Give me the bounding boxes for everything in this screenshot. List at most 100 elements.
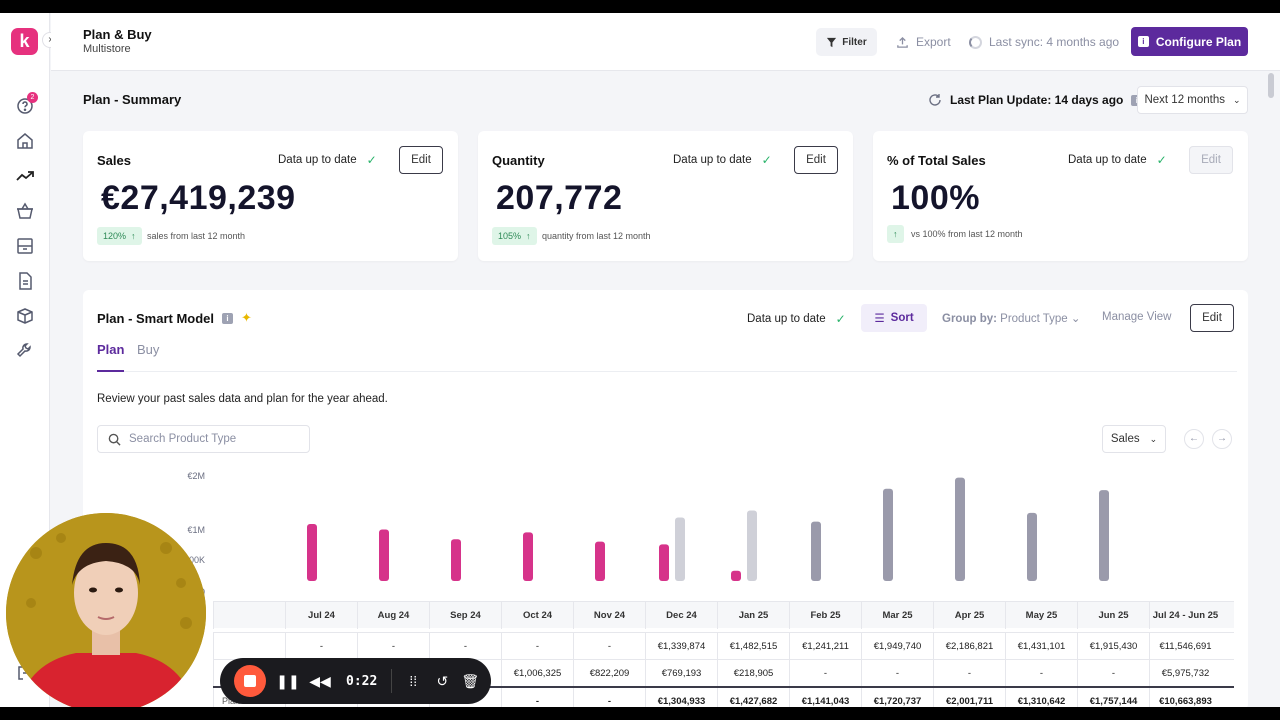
table-cell[interactable]: €1,915,430 bbox=[1077, 633, 1149, 660]
column-header[interactable]: May 25 bbox=[1005, 602, 1077, 629]
info-icon[interactable]: i bbox=[222, 312, 234, 324]
table-cell[interactable]: - bbox=[285, 633, 357, 660]
document-icon[interactable] bbox=[15, 271, 35, 291]
table-cell[interactable]: - bbox=[501, 688, 573, 707]
bar[interactable] bbox=[451, 539, 461, 581]
filter-label: Filter bbox=[842, 36, 867, 48]
table-cell[interactable]: €5,975,732 bbox=[1149, 660, 1221, 687]
table-cell[interactable]: €218,905 bbox=[717, 660, 789, 687]
sort-button[interactable]: ☰ Sort bbox=[861, 304, 927, 332]
help-icon[interactable] bbox=[15, 96, 35, 116]
table-cell[interactable]: €1,427,682 bbox=[717, 688, 789, 707]
basket-icon[interactable] bbox=[15, 201, 35, 221]
group-by-select[interactable]: Group by: Product Type ⌄ bbox=[942, 311, 1081, 325]
table-cell[interactable]: - bbox=[573, 633, 645, 660]
column-header[interactable]: Jul 24 bbox=[285, 602, 357, 629]
table-cell[interactable]: - bbox=[573, 688, 645, 707]
table-cell[interactable]: €11,546,691 bbox=[1149, 633, 1221, 660]
period-select[interactable]: Next 12 months ⌄ bbox=[1137, 86, 1248, 114]
app-logo[interactable]: k bbox=[11, 28, 38, 55]
column-header[interactable]: Mar 25 bbox=[861, 602, 933, 629]
table-cell[interactable]: €769,193 bbox=[645, 660, 717, 687]
bar[interactable] bbox=[379, 529, 389, 581]
tools-icon[interactable] bbox=[15, 341, 35, 361]
bar[interactable] bbox=[883, 488, 893, 581]
table-cell[interactable]: €1,006,325 bbox=[501, 660, 573, 687]
bar[interactable] bbox=[1027, 512, 1037, 581]
bar[interactable] bbox=[955, 477, 965, 581]
webcam-bubble[interactable] bbox=[6, 513, 206, 707]
card-note: sales from last 12 month bbox=[147, 231, 246, 241]
column-header[interactable]: Oct 24 bbox=[501, 602, 573, 629]
table-cell[interactable]: - bbox=[1005, 660, 1077, 687]
box-icon[interactable] bbox=[15, 306, 35, 326]
table-cell[interactable]: €1,241,211 bbox=[789, 633, 861, 660]
table-cell[interactable]: €1,949,740 bbox=[861, 633, 933, 660]
table-cell[interactable]: €1,339,874 bbox=[645, 633, 717, 660]
stop-recording-button[interactable] bbox=[234, 665, 266, 697]
status-label: Data up to date bbox=[747, 313, 826, 325]
next-arrow-icon[interactable]: → bbox=[1212, 429, 1232, 449]
restart-icon[interactable]: ↺ bbox=[436, 672, 449, 689]
bar[interactable] bbox=[811, 521, 821, 581]
table-cell[interactable]: €2,001,711 bbox=[933, 688, 1005, 707]
tab-plan[interactable]: Plan bbox=[97, 342, 125, 372]
table-cell[interactable]: - bbox=[933, 660, 1005, 687]
column-header[interactable]: Jan 25 bbox=[717, 602, 789, 629]
column-header[interactable]: Nov 24 bbox=[573, 602, 645, 629]
bar[interactable] bbox=[659, 544, 669, 581]
bar[interactable] bbox=[731, 570, 741, 581]
grid-icon[interactable]: ⁞⁞ bbox=[409, 673, 418, 689]
table-cell[interactable]: €10,663,893 bbox=[1149, 688, 1221, 707]
table-cell[interactable]: €1,141,043 bbox=[789, 688, 861, 707]
bar[interactable] bbox=[523, 532, 533, 581]
table-cell[interactable]: - bbox=[429, 633, 501, 660]
table-cell[interactable]: - bbox=[789, 660, 861, 687]
bar[interactable] bbox=[675, 517, 685, 581]
archive-icon[interactable] bbox=[15, 236, 35, 256]
table-cell[interactable]: €822,209 bbox=[573, 660, 645, 687]
tab-buy[interactable]: Buy bbox=[137, 342, 160, 357]
configure-plan-button[interactable]: i Configure Plan bbox=[1131, 27, 1248, 56]
y-tick-label: €2M bbox=[187, 471, 205, 481]
column-header[interactable]: Aug 24 bbox=[357, 602, 429, 629]
table-cell[interactable]: €1,757,144 bbox=[1077, 688, 1149, 707]
table-cell[interactable]: €1,482,515 bbox=[717, 633, 789, 660]
table-cell[interactable]: €1,304,933 bbox=[645, 688, 717, 707]
table-cell[interactable]: €2,186,821 bbox=[933, 633, 1005, 660]
column-header[interactable]: Sep 24 bbox=[429, 602, 501, 629]
column-header[interactable]: Apr 25 bbox=[933, 602, 1005, 629]
metric-select[interactable]: Sales ⌄ bbox=[1102, 425, 1166, 453]
column-header[interactable]: Dec 24 bbox=[645, 602, 717, 629]
export-button[interactable]: Export bbox=[896, 28, 951, 56]
bar[interactable] bbox=[747, 510, 757, 581]
manage-view-link[interactable]: Manage View bbox=[1102, 311, 1172, 323]
bar[interactable] bbox=[595, 541, 605, 581]
table-cell[interactable]: - bbox=[1077, 660, 1149, 687]
trend-icon[interactable] bbox=[15, 166, 35, 186]
column-header[interactable]: Jun 25 bbox=[1077, 602, 1149, 629]
table-cell[interactable]: - bbox=[501, 633, 573, 660]
scrollbar[interactable] bbox=[1268, 73, 1274, 98]
edit-button[interactable]: Edit bbox=[399, 146, 443, 174]
delete-icon[interactable]: 🗑 bbox=[461, 672, 480, 689]
table-cell[interactable]: - bbox=[861, 660, 933, 687]
column-header[interactable]: Jul 24 - Jun 25 bbox=[1149, 602, 1221, 629]
search-input[interactable]: Search Product Type bbox=[97, 425, 310, 453]
home-icon[interactable] bbox=[15, 131, 35, 151]
rewind-icon[interactable]: ◀◀ bbox=[309, 672, 331, 689]
bar[interactable] bbox=[1099, 490, 1109, 581]
prev-arrow-icon[interactable]: ← bbox=[1184, 429, 1204, 449]
refresh-icon[interactable] bbox=[928, 93, 942, 107]
bar[interactable] bbox=[307, 523, 317, 581]
edit-button[interactable]: Edit bbox=[1190, 304, 1234, 332]
pause-icon[interactable]: ❚❚ bbox=[276, 672, 300, 689]
table-cell[interactable]: - bbox=[357, 633, 429, 660]
table-cell[interactable]: €1,720,737 bbox=[861, 688, 933, 707]
column-header[interactable]: Feb 25 bbox=[789, 602, 861, 629]
table-cell[interactable]: €1,431,101 bbox=[1005, 633, 1077, 660]
table-cell[interactable]: €1,310,642 bbox=[1005, 688, 1077, 707]
edit-button[interactable]: Edit bbox=[794, 146, 838, 174]
filter-button[interactable]: Filter bbox=[816, 28, 877, 56]
info-icon[interactable]: i bbox=[1131, 94, 1143, 106]
